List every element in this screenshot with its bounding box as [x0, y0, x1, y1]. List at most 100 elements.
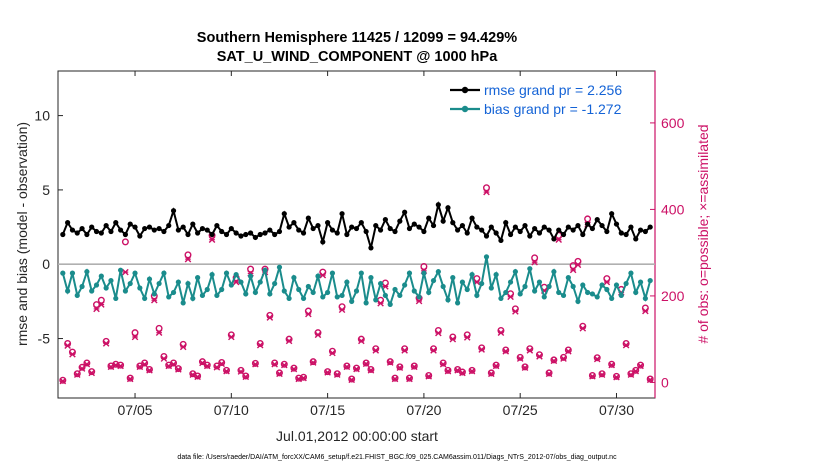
y2-tick-label: 0: [661, 374, 669, 390]
obs-assimilated-marker: [83, 360, 91, 368]
obs-assimilated-marker: [141, 360, 148, 368]
obs-assimilated-marker: [632, 367, 640, 375]
obs-assimilated-marker: [290, 365, 298, 373]
point-bias: [252, 289, 258, 296]
point-rmse: [368, 245, 374, 251]
point-rmse: [358, 220, 364, 226]
obs-assimilated-marker: [377, 299, 384, 307]
obs-assimilated-marker: [401, 347, 408, 354]
point-rmse: [204, 227, 210, 233]
point-rmse: [483, 233, 490, 239]
point-rmse: [137, 233, 143, 239]
point-bias: [464, 286, 470, 293]
obs-assimilated-marker: [502, 347, 510, 355]
point-bias: [421, 270, 427, 276]
point-rmse: [570, 227, 576, 233]
point-rmse: [276, 228, 283, 235]
point-rmse: [320, 239, 326, 245]
point-bias: [223, 270, 230, 276]
obs-assimilated-marker: [521, 364, 529, 372]
obs-assimilated-marker: [333, 371, 341, 378]
point-rmse: [127, 221, 133, 227]
obs-possible-marker: [444, 366, 452, 374]
obs-possible-marker: [632, 366, 640, 374]
point-rmse: [296, 227, 302, 233]
y2-tick-label: 600: [661, 115, 685, 131]
point-bias: [291, 275, 297, 281]
obs-assimilated-marker: [425, 373, 433, 380]
point-rmse: [353, 225, 360, 232]
obs-assimilated-marker: [497, 329, 505, 336]
point-bias: [151, 291, 157, 297]
point-bias: [459, 279, 466, 285]
obs-assimilated-marker: [483, 188, 490, 196]
obs-possible-marker: [386, 358, 394, 366]
point-rmse: [455, 227, 461, 233]
point-rmse: [647, 224, 653, 230]
obs-possible-marker: [194, 372, 202, 380]
point-bias: [594, 294, 600, 300]
point-rmse: [556, 227, 562, 233]
x-tick-label: 07/20: [406, 402, 441, 418]
obs-possible-marker: [535, 351, 543, 359]
point-rmse: [517, 228, 523, 235]
obs-possible-marker: [78, 363, 86, 371]
obs-assimilated-marker: [271, 360, 278, 368]
point-bias: [199, 292, 206, 299]
point-rmse: [209, 231, 215, 238]
obs-possible-marker: [174, 365, 182, 373]
obs-possible-marker: [88, 368, 96, 376]
point-rmse: [243, 231, 249, 238]
point-rmse: [166, 222, 172, 229]
point-bias: [589, 291, 596, 297]
point-bias: [325, 289, 331, 296]
obs-possible-marker: [343, 362, 351, 370]
obs-possible-marker: [117, 361, 125, 369]
y2-axis: 0 200 400 600: [650, 71, 685, 398]
point-bias: [584, 289, 591, 296]
obs-possible-marker: [97, 296, 105, 304]
obs-assimilated-marker: [102, 340, 110, 347]
point-rmse: [604, 228, 610, 235]
point-bias: [551, 269, 557, 275]
point-bias: [512, 269, 518, 275]
obs-possible-marker: [521, 363, 529, 371]
point-bias: [247, 273, 254, 279]
point-bias: [281, 288, 287, 294]
point-bias: [329, 270, 336, 276]
obs-possible-marker: [531, 254, 539, 262]
obs-assimilated-marker: [579, 325, 587, 332]
legend-box: [445, 78, 650, 122]
point-bias: [382, 292, 388, 299]
obs-assimilated-marker: [459, 369, 466, 377]
legend-label-rmse: rmse grand pr = 2.256: [484, 82, 622, 98]
point-rmse: [281, 211, 287, 217]
point-rmse: [252, 234, 258, 241]
obs-possible-marker: [425, 372, 433, 380]
obs-possible-marker: [420, 263, 428, 271]
point-rmse: [142, 225, 148, 232]
point-bias: [435, 269, 441, 275]
obs-possible-marker: [564, 346, 572, 354]
point-bias: [175, 279, 181, 285]
obs-assimilated-marker: [603, 278, 611, 286]
point-rmse: [382, 217, 388, 223]
obs-possible-marker: [203, 361, 211, 369]
obs-possible-marker: [300, 373, 308, 381]
point-bias: [74, 292, 80, 299]
point-bias: [565, 275, 571, 281]
obs-possible-marker: [569, 262, 577, 270]
obs-assimilated-marker: [589, 373, 596, 380]
point-bias: [89, 288, 95, 294]
obs-possible-marker: [353, 364, 361, 372]
y2-tick-label: 200: [661, 288, 685, 304]
point-rmse: [565, 224, 571, 230]
point-bias: [161, 270, 167, 276]
chart-subtitle: SAT_U_WIND_COMPONENT @ 1000 hPa: [217, 49, 499, 65]
point-bias: [166, 294, 172, 300]
point-bias: [580, 282, 586, 288]
x-tick-label: 07/30: [599, 402, 634, 418]
point-rmse: [411, 221, 417, 227]
obs-assimilated-marker: [338, 306, 346, 314]
point-rmse: [551, 236, 557, 242]
